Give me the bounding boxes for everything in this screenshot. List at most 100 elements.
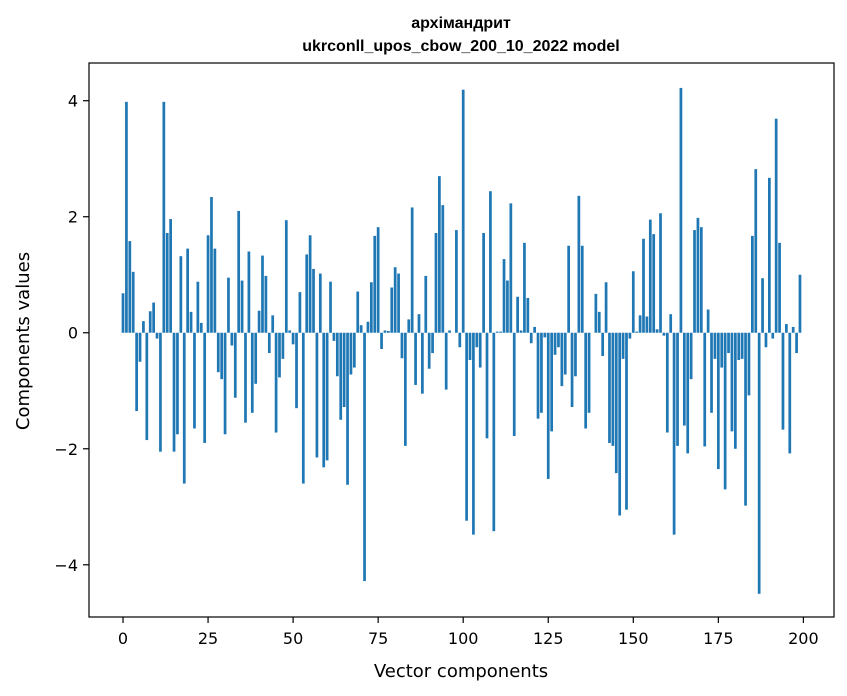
bar-91	[431, 332, 434, 354]
bar-49	[288, 330, 292, 333]
bar-73	[369, 282, 373, 333]
bar-94	[441, 205, 445, 333]
bar-191	[771, 332, 775, 339]
bar-152	[638, 315, 642, 333]
y-axis-label: Components values	[13, 252, 34, 430]
bar-2	[128, 241, 132, 333]
bar-56	[312, 268, 315, 333]
bar-179	[730, 332, 734, 432]
bar-70	[359, 325, 363, 333]
bar-198	[795, 332, 798, 354]
bar-170	[699, 227, 703, 333]
bar-174	[713, 332, 717, 359]
bar-43	[267, 332, 271, 354]
bar-159	[662, 332, 666, 336]
bar-120	[529, 332, 533, 344]
bar-62	[332, 332, 336, 341]
y-tick-label-0: 0	[68, 324, 78, 343]
bar-96	[448, 330, 451, 333]
bar-39	[254, 332, 258, 384]
bar-176	[720, 332, 724, 368]
bar-136	[584, 332, 588, 429]
bar-99	[458, 332, 462, 348]
bar-48	[284, 220, 288, 333]
bar-189	[764, 332, 768, 348]
bar-12	[162, 101, 166, 333]
bar-27	[213, 248, 217, 333]
bar-28	[216, 332, 220, 373]
bar-150	[631, 271, 635, 333]
bar-148	[625, 332, 628, 510]
bar-104	[475, 332, 479, 348]
bar-143	[608, 332, 611, 443]
bar-137	[587, 332, 591, 413]
bar-4	[135, 332, 138, 412]
bar-35	[240, 280, 244, 333]
bar-126	[550, 332, 554, 432]
bar-125	[546, 332, 550, 479]
bar-82	[400, 332, 404, 359]
bar-92	[434, 232, 438, 333]
bar-75	[376, 227, 380, 333]
bar-182	[740, 332, 744, 359]
bar-32	[230, 332, 234, 346]
bar-63	[335, 332, 339, 377]
bar-151	[635, 331, 639, 333]
bar-111	[499, 331, 502, 333]
bar-194	[781, 332, 785, 430]
bar-78	[387, 331, 390, 333]
bar-31	[227, 277, 230, 333]
bar-83	[404, 332, 407, 446]
bar-132	[570, 332, 574, 407]
bar-127	[553, 332, 557, 355]
bar-116	[516, 296, 519, 333]
bar-41	[261, 255, 264, 333]
bar-112	[502, 259, 506, 333]
x-axis-label: Vector components	[374, 661, 548, 682]
bar-86	[414, 332, 417, 385]
bar-26	[210, 197, 213, 333]
y-tick-label-4: 4	[68, 92, 78, 111]
x-tick-label-0: 0	[118, 629, 128, 648]
x-tick-label-125: 125	[533, 629, 564, 648]
chart-title-line1: архімандрит	[411, 15, 511, 32]
bar-61	[329, 281, 332, 333]
bar-100	[461, 89, 465, 333]
bar-160	[665, 332, 669, 433]
bar-57	[315, 332, 319, 458]
bar-25	[206, 235, 210, 333]
bar-192	[774, 118, 778, 333]
bar-95	[444, 332, 448, 390]
bar-175	[716, 332, 720, 470]
bar-185	[751, 235, 754, 333]
bar-68	[352, 332, 356, 368]
bar-164	[679, 87, 683, 333]
bar-53	[301, 332, 305, 484]
bar-9	[152, 302, 155, 333]
bar-105	[478, 332, 482, 368]
bar-74	[373, 235, 377, 333]
x-tick-label-75: 75	[368, 629, 388, 648]
bar-42	[264, 275, 268, 333]
bar-128	[557, 332, 560, 348]
bar-11	[159, 332, 162, 452]
chart-title-line2: ukrconll_upos_cbow_200_10_2022 model	[302, 38, 619, 55]
bar-102	[468, 332, 472, 361]
bar-146	[618, 332, 622, 516]
bar-154	[645, 316, 649, 333]
bar-88	[421, 332, 424, 394]
bar-81	[397, 273, 400, 333]
bar-110	[495, 331, 499, 333]
bar-19	[186, 248, 190, 333]
bar-193	[778, 242, 781, 333]
bar-139	[594, 293, 598, 333]
bar-18	[182, 332, 186, 484]
bar-80	[393, 267, 397, 333]
bar-153	[642, 238, 645, 333]
bar-52	[298, 292, 302, 333]
bar-165	[682, 332, 686, 426]
bar-140	[597, 311, 601, 333]
bar-23	[199, 322, 203, 333]
bar-156	[652, 234, 656, 333]
